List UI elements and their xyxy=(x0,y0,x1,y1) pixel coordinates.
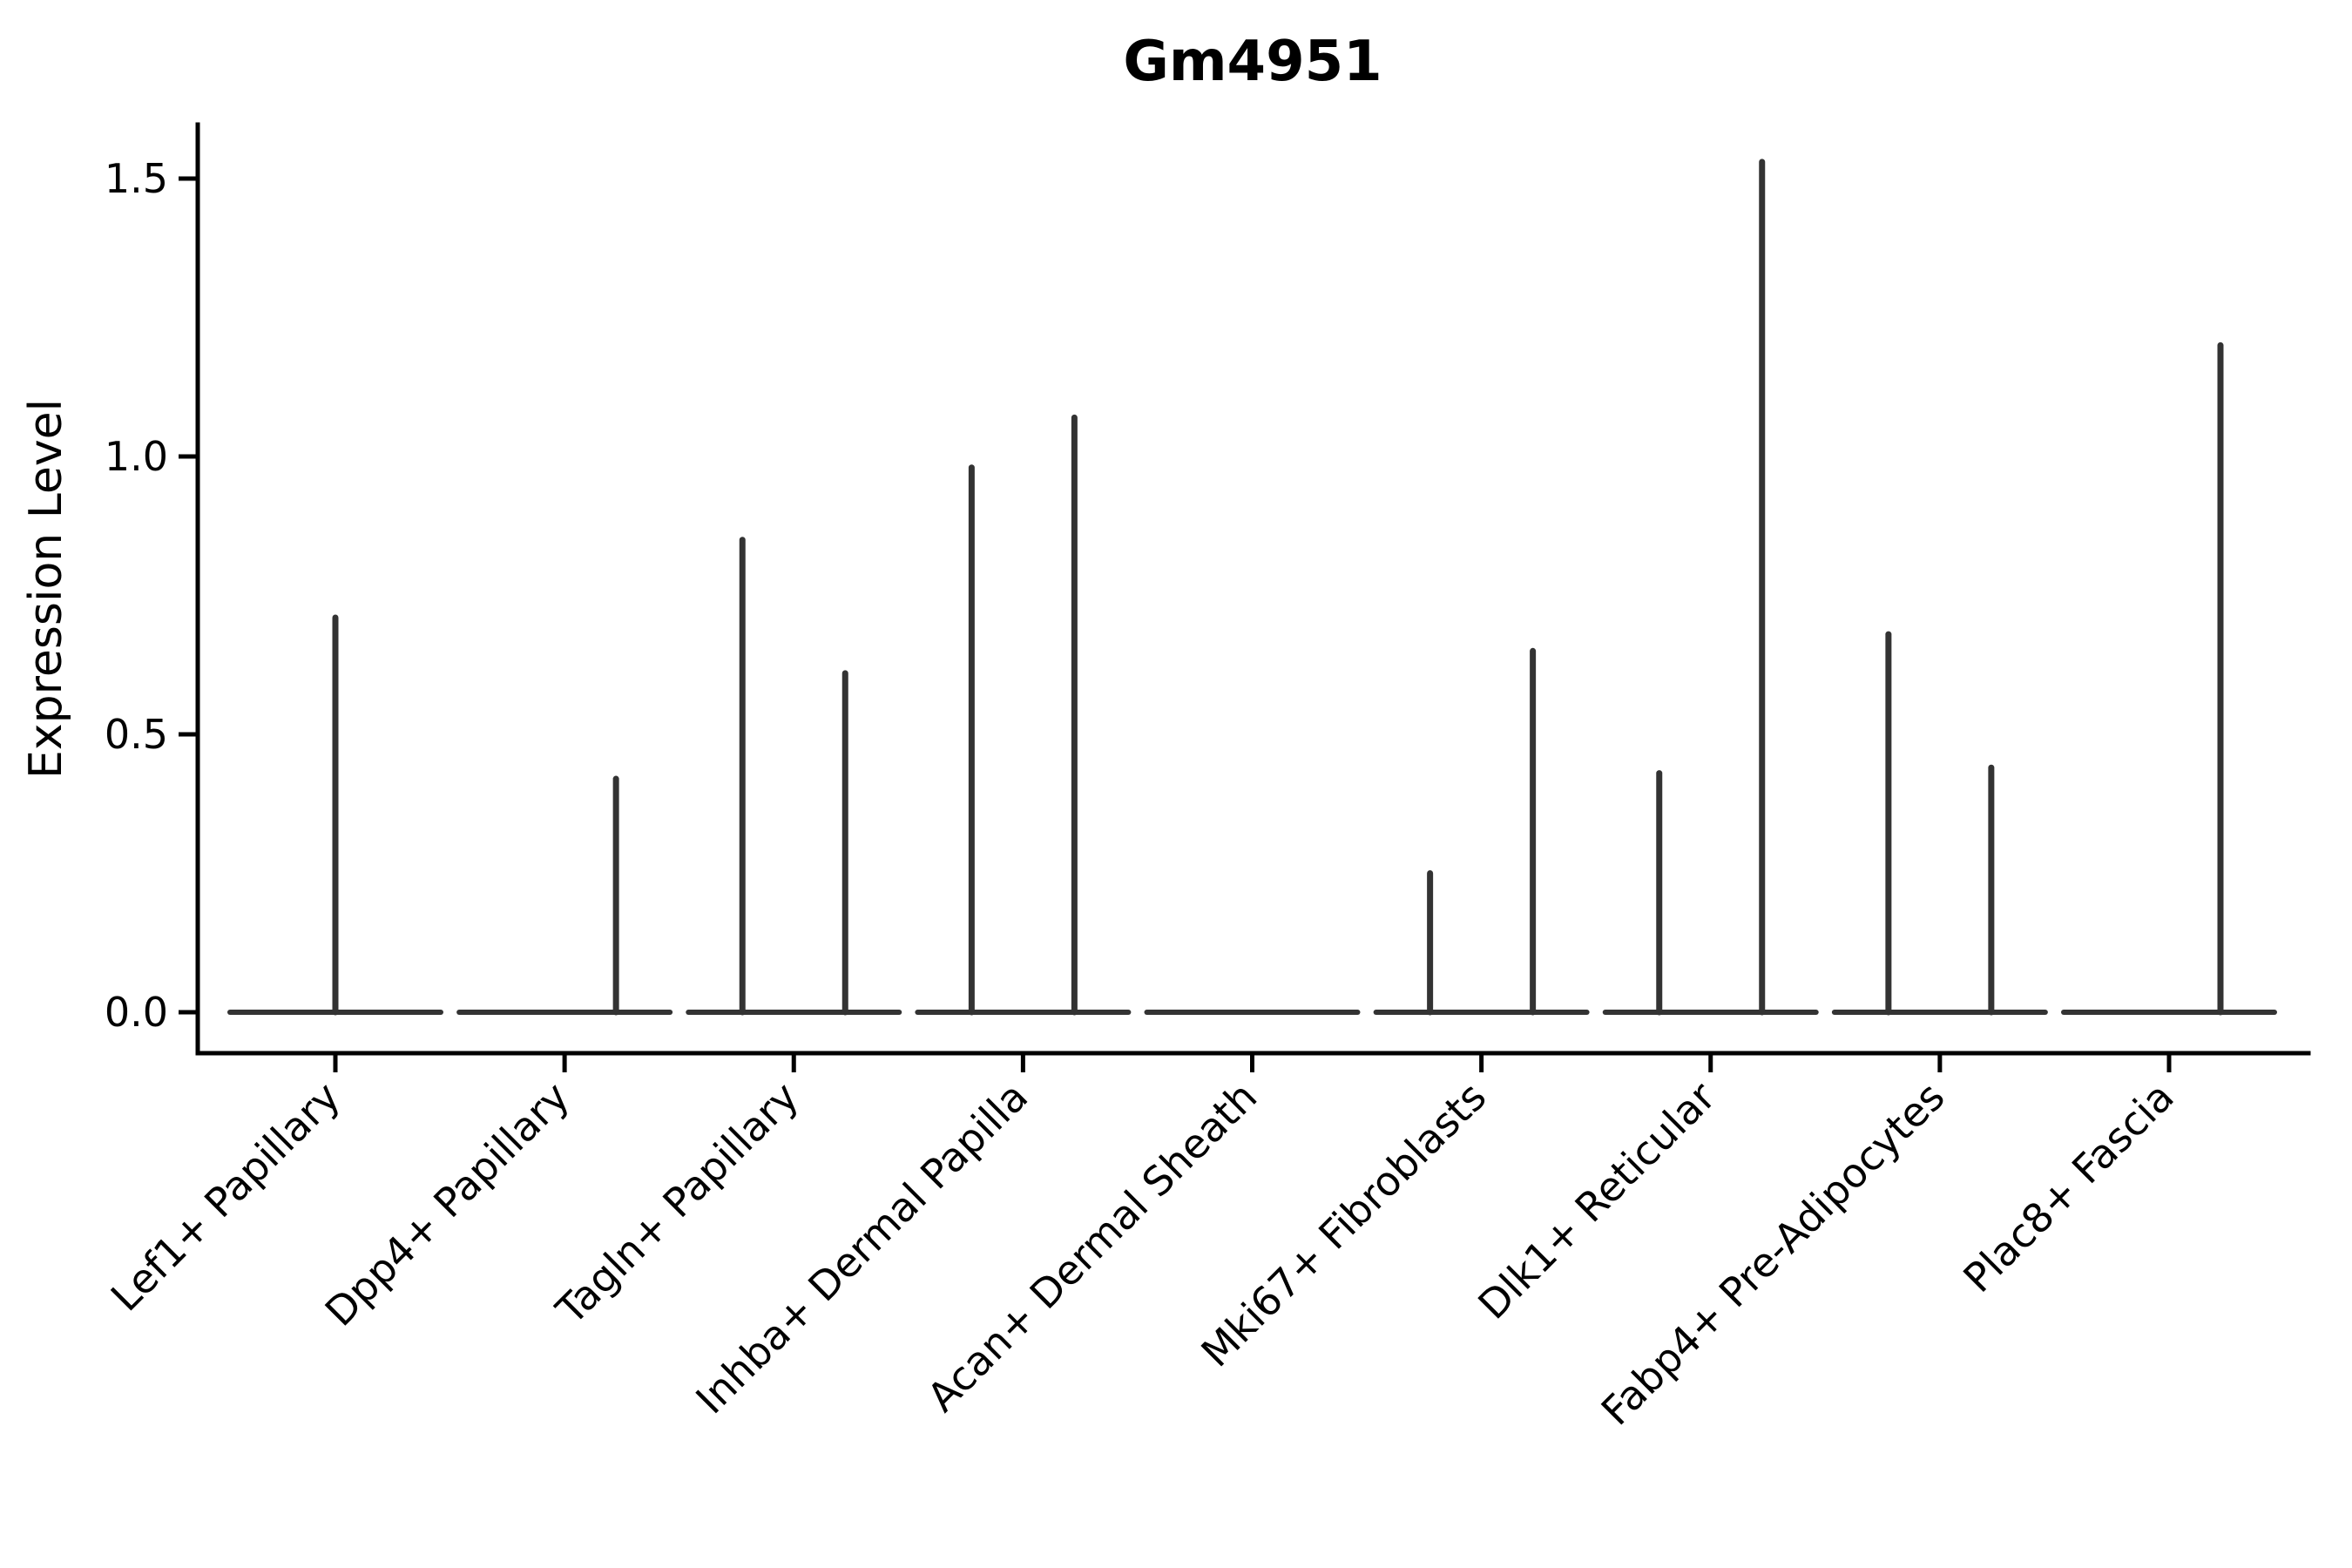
x-ticks xyxy=(333,1053,2172,1072)
x-tick-label: Dpp4+ Papillary xyxy=(316,1073,578,1335)
y-tick-label: 1.0 xyxy=(105,433,168,480)
y-axis-label: Expression Level xyxy=(20,399,72,779)
y-ticks: 0.0 0.5 1.0 1.5 xyxy=(105,155,198,1036)
y-tick-label: 0.5 xyxy=(105,711,168,758)
chart-title: Gm4951 xyxy=(1123,30,1382,94)
x-tick-label: Dlk1+ Reticular xyxy=(1469,1073,1724,1328)
violins xyxy=(227,159,2277,1016)
y-tick-label: 1.5 xyxy=(105,155,168,202)
y-tick-label: 0.0 xyxy=(105,989,168,1036)
x-tick-label: Tagln+ Papillary xyxy=(546,1073,808,1335)
x-tick-label: Lef1+ Papillary xyxy=(102,1073,349,1321)
x-tick-label: Plac8+ Fascia xyxy=(1954,1073,2182,1301)
